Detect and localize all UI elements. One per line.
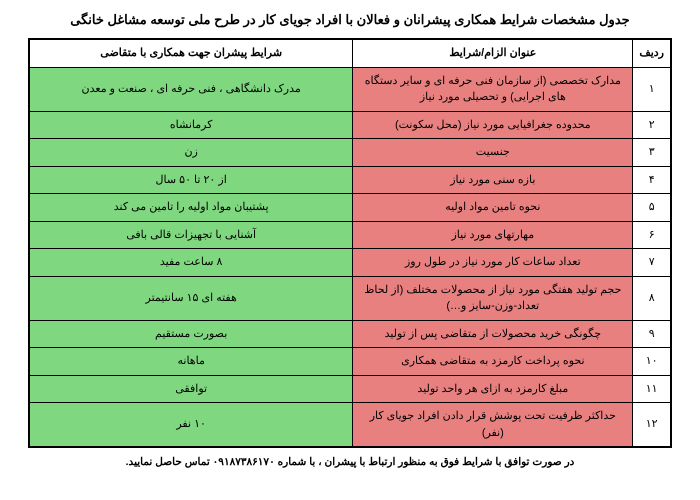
row-index: ۱۱ xyxy=(633,375,671,403)
row-requirement: هفته ای ۱۵ سانتیمتر xyxy=(29,276,353,320)
row-condition: مدارک تخصصی (از سازمان فنی حرفه ای و سای… xyxy=(353,67,633,111)
row-requirement: پشتیبان مواد اولیه را تامین می کند xyxy=(29,194,353,222)
table-row: ۹چگونگی خرید محصولات از متقاضی پس از تول… xyxy=(29,320,671,348)
table-row: ۵نحوه تامین مواد اولیهپشتیبان مواد اولیه… xyxy=(29,194,671,222)
row-condition: بازه سنی مورد نیاز xyxy=(353,166,633,194)
row-index: ۳ xyxy=(633,139,671,167)
row-index: ۱۰ xyxy=(633,348,671,376)
row-requirement: بصورت مستقیم xyxy=(29,320,353,348)
footer-note: در صورت توافق با شرایط فوق به منظور ارتب… xyxy=(28,456,672,468)
row-requirement: زن xyxy=(29,139,353,167)
row-requirement: ۸ ساعت مفید xyxy=(29,249,353,277)
row-condition: جنسیت xyxy=(353,139,633,167)
row-index: ۲ xyxy=(633,111,671,139)
table-row: ۱۰نحوه پرداخت کارمزد به متقاضی همکاریماه… xyxy=(29,348,671,376)
table-row: ۳جنسیتزن xyxy=(29,139,671,167)
row-condition: محدوده جغرافیایی مورد نیاز (محل سکونت) xyxy=(353,111,633,139)
row-index: ۵ xyxy=(633,194,671,222)
row-requirement: کرمانشاه xyxy=(29,111,353,139)
row-condition: مبلغ کارمزد به ازای هر واحد تولید xyxy=(353,375,633,403)
row-condition: مهارتهای مورد نیاز xyxy=(353,221,633,249)
table-header-row: ردیف عنوان الزام/شرایط شرایط پیشران جهت … xyxy=(29,39,671,67)
row-condition: حجم تولید هفتگی مورد نیاز از محصولات مخت… xyxy=(353,276,633,320)
row-condition: تعداد ساعات کار مورد نیاز در طول روز xyxy=(353,249,633,277)
row-condition: چگونگی خرید محصولات از متقاضی پس از تولی… xyxy=(353,320,633,348)
table-body: ۱مدارک تخصصی (از سازمان فنی حرفه ای و سا… xyxy=(29,67,671,447)
header-requirement: شرایط پیشران جهت همکاری با متقاضی xyxy=(29,39,353,67)
row-requirement: از ۲۰ تا ۵۰ سال xyxy=(29,166,353,194)
row-index: ۴ xyxy=(633,166,671,194)
table-row: ۱۱مبلغ کارمزد به ازای هر واحد تولیدتوافق… xyxy=(29,375,671,403)
table-row: ۸حجم تولید هفتگی مورد نیاز از محصولات مخ… xyxy=(29,276,671,320)
row-condition: نحوه تامین مواد اولیه xyxy=(353,194,633,222)
table-row: ۱۲حداکثر ظرفیت تحت پوشش قرار دادن افراد … xyxy=(29,403,671,448)
row-requirement: توافقی xyxy=(29,375,353,403)
table-row: ۶مهارتهای مورد نیازآشنایی با تجهیزات قال… xyxy=(29,221,671,249)
row-index: ۱ xyxy=(633,67,671,111)
table-row: ۱مدارک تخصصی (از سازمان فنی حرفه ای و سا… xyxy=(29,67,671,111)
row-index: ۷ xyxy=(633,249,671,277)
row-condition: حداکثر ظرفیت تحت پوشش قرار دادن افراد جو… xyxy=(353,403,633,448)
row-index: ۸ xyxy=(633,276,671,320)
header-idx: ردیف xyxy=(633,39,671,67)
row-condition: نحوه پرداخت کارمزد به متقاضی همکاری xyxy=(353,348,633,376)
conditions-table: ردیف عنوان الزام/شرایط شرایط پیشران جهت … xyxy=(28,38,672,448)
row-index: ۶ xyxy=(633,221,671,249)
row-requirement: ماهانه xyxy=(29,348,353,376)
row-requirement: ۱۰ نفر xyxy=(29,403,353,448)
table-row: ۷تعداد ساعات کار مورد نیاز در طول روز۸ س… xyxy=(29,249,671,277)
header-condition: عنوان الزام/شرایط xyxy=(353,39,633,67)
table-title: جدول مشخصات شرایط همکاری پیشرانان و فعال… xyxy=(28,12,672,28)
row-requirement: آشنایی با تجهیزات قالی بافی xyxy=(29,221,353,249)
table-row: ۴بازه سنی مورد نیازاز ۲۰ تا ۵۰ سال xyxy=(29,166,671,194)
table-row: ۲محدوده جغرافیایی مورد نیاز (محل سکونت)ک… xyxy=(29,111,671,139)
row-requirement: مدرک دانشگاهی ، فنی حرفه ای ، صنعت و معد… xyxy=(29,67,353,111)
row-index: ۹ xyxy=(633,320,671,348)
row-index: ۱۲ xyxy=(633,403,671,448)
